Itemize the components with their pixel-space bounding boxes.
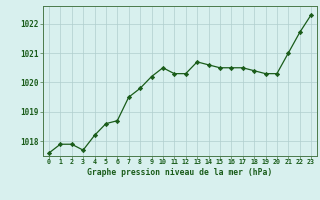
X-axis label: Graphe pression niveau de la mer (hPa): Graphe pression niveau de la mer (hPa) <box>87 168 273 177</box>
